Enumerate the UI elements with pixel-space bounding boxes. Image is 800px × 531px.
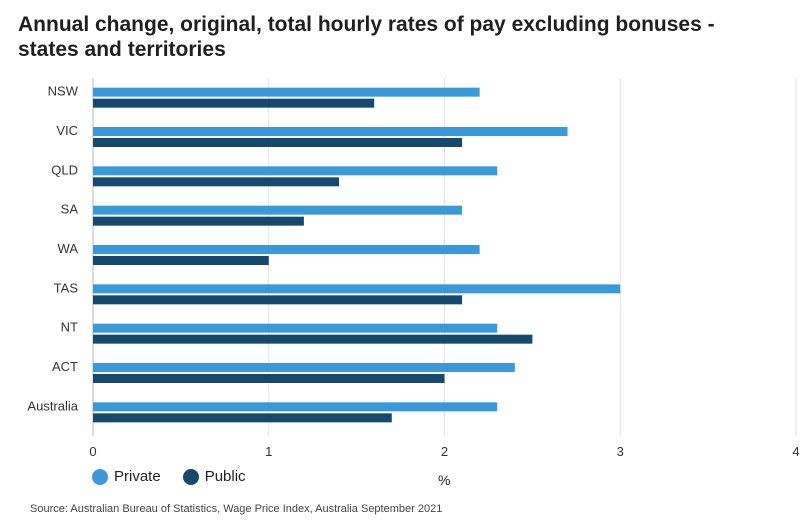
y-tick-label: QLD: [51, 162, 78, 177]
legend-item-private[interactable]: Private: [92, 468, 161, 485]
legend-label-private: Private: [114, 468, 161, 485]
bar-private-tas: [93, 284, 621, 294]
y-tick-label: ACT: [52, 359, 78, 374]
bar-private-vic: [93, 127, 568, 136]
bar-private-qld: [93, 166, 498, 176]
x-tick-label: 3: [617, 444, 624, 459]
y-tick-label: WA: [58, 241, 79, 256]
bar-private-australia: [93, 402, 498, 412]
x-tick-label: 4: [792, 444, 799, 459]
bar-public-vic: [93, 138, 463, 147]
bar-public-sa: [93, 216, 304, 226]
source-note: Source: Australian Bureau of Statistics,…: [30, 503, 443, 515]
bar-public-tas: [93, 295, 463, 305]
chart-title: Annual change, original, total hourly ra…: [18, 13, 715, 61]
x-tick-label: 2: [441, 444, 448, 459]
y-tick-label: NT: [61, 320, 78, 335]
bar-private-nt: [93, 323, 498, 333]
x-tick-label: 1: [265, 444, 272, 459]
x-axis-title: %: [438, 472, 451, 488]
bar-public-act: [93, 374, 445, 383]
bar-private-nsw: [93, 87, 480, 97]
bar-private-wa: [93, 245, 480, 254]
bar-public-nsw: [93, 98, 375, 108]
bar-public-qld: [93, 177, 340, 187]
legend-swatch-private: [92, 468, 108, 485]
legend-label-public: Public: [204, 468, 246, 485]
x-tick-label: 0: [89, 444, 96, 459]
bar-public-australia: [93, 413, 392, 423]
bar-private-sa: [93, 205, 463, 215]
y-tick-label: SA: [61, 202, 79, 217]
y-tick-label: Australia: [27, 398, 78, 413]
legend: Private Public: [92, 468, 268, 485]
bar-public-wa: [93, 256, 269, 265]
bar-public-nt: [93, 334, 533, 344]
y-tick-label: NSW: [48, 84, 79, 99]
y-tick-label: VIC: [56, 123, 78, 138]
legend-swatch-public: [182, 468, 199, 485]
bar-private-act: [93, 363, 515, 372]
y-tick-label: TAS: [54, 280, 79, 295]
legend-item-public[interactable]: Public: [182, 468, 246, 485]
